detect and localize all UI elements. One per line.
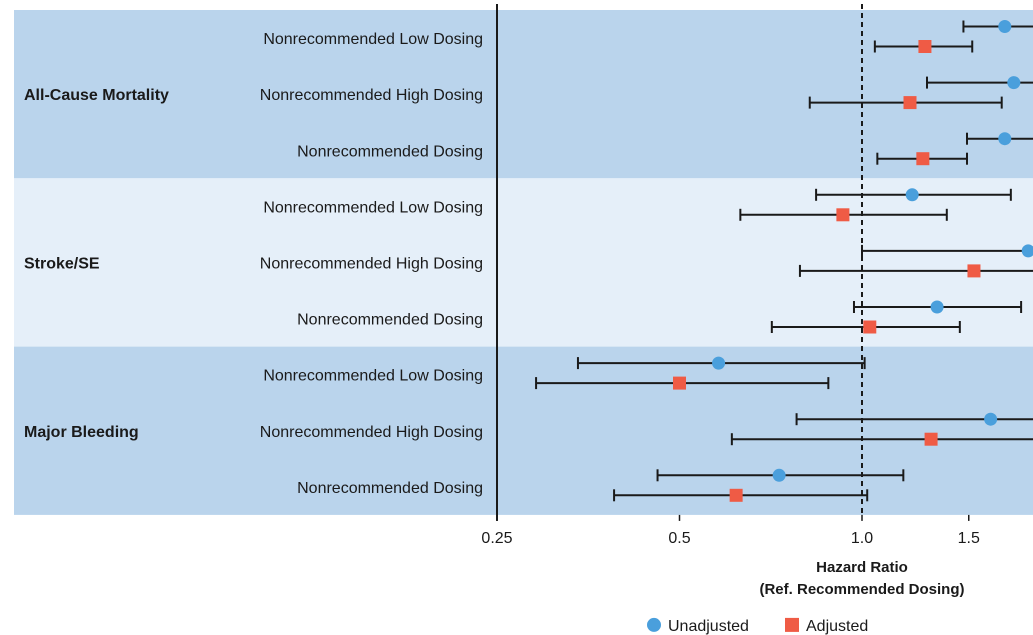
x-tick-label: 1.5 (958, 530, 980, 547)
row-label: Nonrecommended High Dosing (260, 424, 483, 441)
group-band (14, 346, 1033, 515)
legend-unadjusted-marker (647, 617, 661, 632)
adjusted-point (903, 96, 917, 110)
unadjusted-point (1021, 244, 1033, 258)
legend-unadjusted-label: Unadjusted (668, 618, 749, 635)
adjusted-point (729, 488, 743, 502)
row-label: Nonrecommended High Dosing (260, 255, 483, 272)
row-label: Nonrecommended Dosing (297, 480, 483, 497)
unadjusted-point (905, 188, 919, 202)
group-bands (14, 10, 1033, 515)
row-label: Nonrecommended Dosing (297, 312, 483, 329)
x-axis-title-line2: (Ref. Recommended Dosing) (759, 581, 964, 598)
adjusted-point (918, 40, 932, 53)
adjusted-point (916, 152, 930, 166)
adjusted-point (967, 264, 981, 278)
legend: Unadjusted Adjusted (647, 617, 868, 635)
x-axis: 0.250.51.01.52.03.05.0 (481, 514, 980, 547)
group-label: Stroke/SE (24, 255, 100, 272)
group-band (14, 178, 1033, 347)
group-band (14, 10, 1033, 179)
unadjusted-point (984, 412, 998, 426)
unadjusted-point (998, 20, 1012, 33)
adjusted-point (673, 376, 686, 390)
unadjusted-point (998, 132, 1012, 146)
row-label: Nonrecommended High Dosing (260, 87, 483, 104)
row-label: Nonrecommended Low Dosing (263, 31, 483, 48)
adjusted-point (924, 432, 938, 446)
x-tick-label: 0.25 (481, 530, 512, 547)
unadjusted-point (772, 468, 786, 482)
unadjusted-point (1007, 76, 1021, 90)
legend-adjusted-label: Adjusted (806, 618, 868, 635)
row-labels: All-Cause Mortality Nonrecommended Low Do… (24, 31, 483, 497)
group-label: Major Bleeding (24, 424, 139, 441)
row-label: Nonrecommended Low Dosing (263, 368, 483, 385)
data-marks (535, 20, 1033, 502)
legend-adjusted-marker (785, 617, 799, 632)
unadjusted-point (712, 356, 726, 370)
unadjusted-point (930, 300, 944, 314)
row-label: Nonrecommended Dosing (297, 143, 483, 160)
adjusted-point (863, 320, 877, 334)
adjusted-point (836, 208, 850, 222)
group-label: All-Cause Mortality (24, 87, 169, 104)
x-axis-title-line1: Hazard Ratio (816, 559, 908, 576)
row-label: Nonrecommended Low Dosing (263, 199, 483, 216)
x-tick-label: 0.5 (668, 530, 690, 547)
x-tick-label: 1.0 (851, 530, 873, 547)
